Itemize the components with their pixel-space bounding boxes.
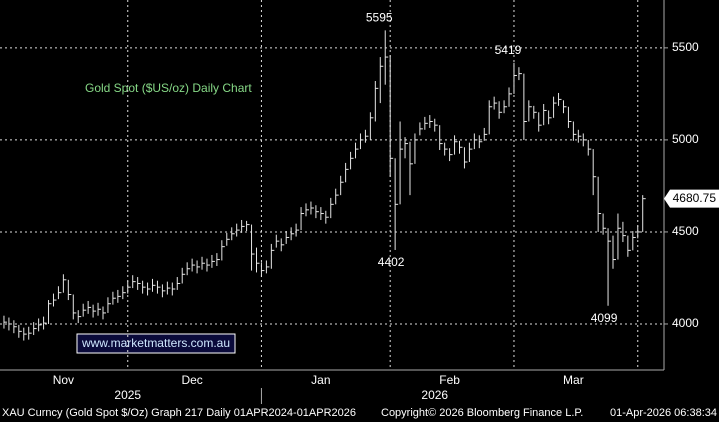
chart-title: Gold Spot ($US/oz) Daily Chart <box>85 81 252 95</box>
watermark: www.marketmatters.com.au <box>81 336 230 350</box>
peak-label: 5595 <box>366 11 393 25</box>
x-tick-label: Nov <box>53 373 74 387</box>
watermark-box <box>76 333 236 354</box>
x-tick-label: Mar <box>563 373 584 387</box>
y-tick-label: 4500 <box>672 224 699 238</box>
footer-left: XAU Curncy (Gold Spot $/Oz) Graph 217 Da… <box>2 407 356 419</box>
y-tick-label: 5500 <box>672 40 699 54</box>
peak-label: 5419 <box>495 43 522 57</box>
trough-label: 4402 <box>378 255 405 269</box>
year-label: 2025 <box>114 388 141 402</box>
y-tick-label: 5000 <box>672 132 699 146</box>
year-label: 2026 <box>421 388 448 402</box>
trough-label: 4099 <box>591 311 618 325</box>
y-tick-label: 4000 <box>672 316 699 330</box>
footer-right: 01-Apr-2026 06:38:34 <box>610 407 717 419</box>
last-price-box <box>664 189 719 208</box>
x-tick-label: Feb <box>439 373 460 387</box>
footer-middle: Copyright© 2026 Bloomberg Finance L.P. <box>381 407 583 419</box>
last-price-label: 4680.75 <box>673 191 717 205</box>
x-tick-label: Dec <box>181 373 202 387</box>
x-tick-label: Jan <box>311 373 330 387</box>
